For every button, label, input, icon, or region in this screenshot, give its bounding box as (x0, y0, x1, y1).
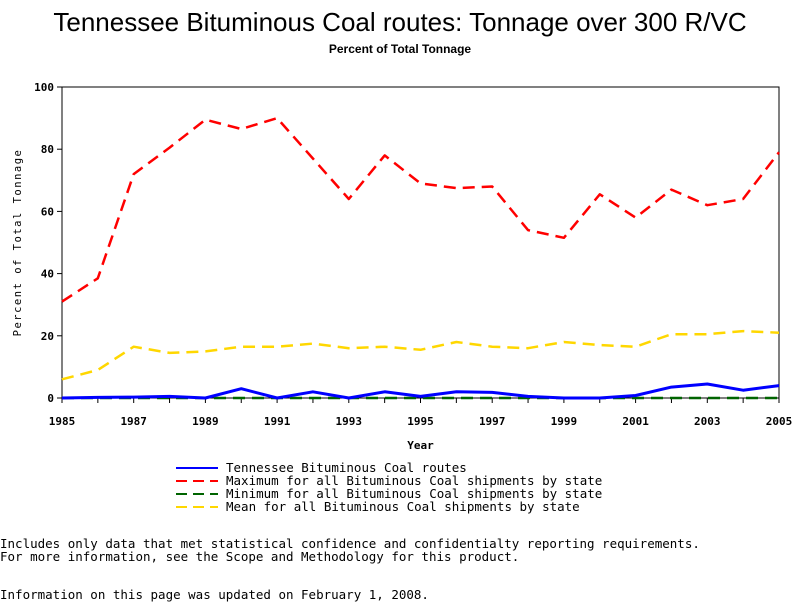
series-line-tennessee-bituminous-coal-routes (61, 382, 780, 400)
legend-item-mean: Mean for all Bituminous Coal shipments b… (176, 500, 602, 513)
legend-swatch-dashed-green (176, 492, 218, 495)
series-line-mean-for-all-bituminous-coal-shipments-by-state (61, 329, 780, 381)
x-tick-label: 1989 (192, 415, 219, 428)
x-axis-label: Year (407, 439, 434, 452)
footnote-line: For more information, see the Scope and … (0, 549, 520, 564)
y-tick-label: 40 (41, 268, 54, 281)
chart-title: Tennessee Bituminous Coal routes: Tonnag… (53, 7, 747, 37)
legend-label: Tennessee Bituminous Coal routes (226, 460, 467, 475)
footnote: Includes only data that met statistical … (0, 537, 700, 563)
y-tick-label: 60 (41, 205, 54, 218)
plot-frame (61, 86, 780, 399)
legend-item-tennessee: Tennessee Bituminous Coal routes (176, 461, 602, 474)
x-tick-label: 1997 (479, 415, 506, 428)
legend-label: Minimum for all Bituminous Coal shipment… (226, 486, 603, 501)
legend-swatch-dashed-yellow (176, 505, 218, 508)
x-tick-label: 1987 (120, 415, 147, 428)
x-tick-label: 1985 (49, 415, 76, 428)
legend-label: Maximum for all Bituminous Coal shipment… (226, 473, 603, 488)
series-line-maximum-for-all-bituminous-coal-shipments-by-state (61, 116, 780, 303)
y-axis-label: Percent of Total Tonnage (12, 149, 24, 337)
y-tick-label: 20 (41, 330, 54, 343)
x-tick-label: 1995 (407, 415, 434, 428)
legend-item-maximum: Maximum for all Bituminous Coal shipment… (176, 474, 602, 487)
legend-label: Mean for all Bituminous Coal shipments b… (226, 499, 580, 514)
x-tick-label: 2003 (694, 415, 721, 428)
x-tick-label: 1999 (551, 415, 578, 428)
legend-item-minimum: Minimum for all Bituminous Coal shipment… (176, 487, 602, 500)
y-tick-label: 100 (34, 81, 54, 94)
update-note: Information on this page was updated on … (0, 587, 429, 602)
footnote-line: Includes only data that met statistical … (0, 536, 700, 551)
chart-legend: Tennessee Bituminous Coal routes Maximum… (176, 461, 602, 513)
line-chart: 0 20 40 60 80 100 1985 1987 1989 1991 1993 1995 1997… (12, 81, 793, 452)
x-tick-label: 1993 (336, 415, 363, 428)
y-tick-label: 80 (41, 143, 54, 156)
chart-subtitle: Percent of Total Tonnage (328, 42, 472, 56)
x-tick-label: 1991 (264, 415, 291, 428)
legend-swatch-solid-blue (176, 466, 218, 469)
legend-swatch-dashed-red (176, 479, 218, 482)
y-tick-label: 0 (47, 392, 54, 405)
x-tick-label: 2005 (766, 415, 793, 428)
x-tick-label: 2001 (622, 415, 649, 428)
